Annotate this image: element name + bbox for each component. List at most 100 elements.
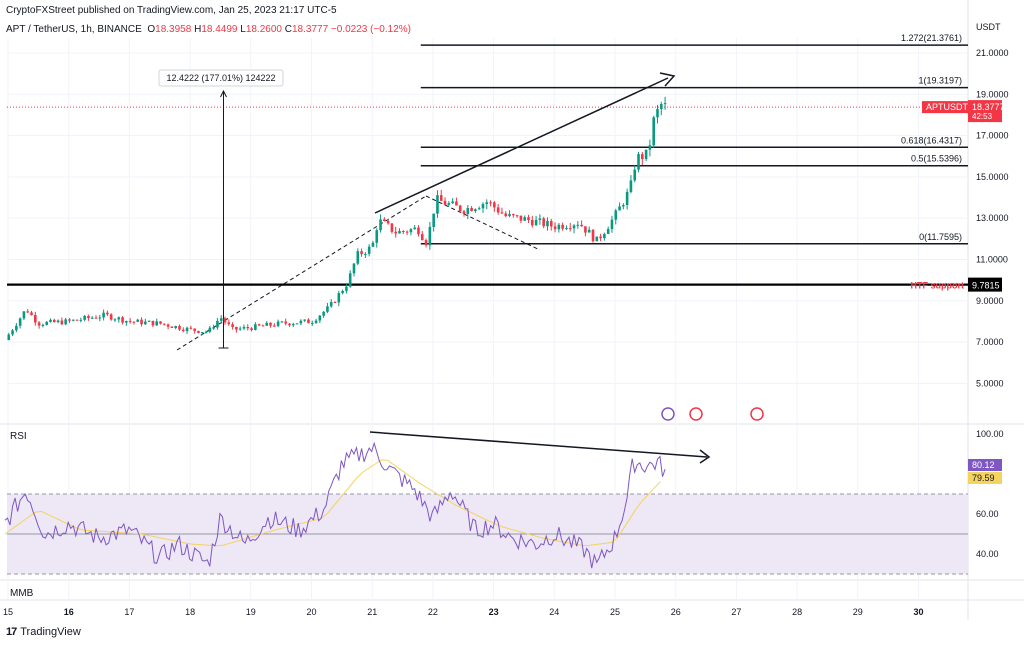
rsi-pane-title[interactable]: RSI [10, 431, 27, 442]
current-price-value: 18.3777 [972, 102, 1005, 112]
candle-body [87, 316, 90, 319]
candle-body [542, 218, 545, 227]
candle-body [18, 318, 22, 326]
candle-body [591, 229, 595, 242]
candle-body [318, 315, 322, 321]
candle-body [250, 328, 253, 330]
candle-body [360, 251, 363, 255]
candle-body [546, 220, 549, 227]
tradingview-label: TradingView [20, 626, 81, 638]
candle-body [341, 290, 344, 294]
event-icon [661, 407, 675, 421]
candle-body [622, 205, 625, 207]
candle-body [455, 201, 458, 206]
candle-body [356, 251, 360, 264]
candle-body [223, 318, 227, 323]
candle-body [644, 149, 648, 160]
candle-body [166, 324, 170, 327]
candle-body [375, 230, 379, 243]
candle-body [26, 311, 30, 313]
candle-body [212, 327, 215, 329]
low-value: 18.2600 [245, 24, 282, 35]
candle-body [144, 321, 147, 325]
candle-body [34, 314, 37, 323]
candle-body [276, 321, 280, 326]
candle-body [618, 206, 621, 211]
candle-body [200, 332, 204, 334]
candle-body [98, 317, 102, 319]
candle-body [314, 320, 318, 323]
candle-body [121, 317, 124, 323]
date-tick-label: 27 [731, 607, 741, 617]
candle-body [208, 327, 212, 332]
candle-body [519, 215, 523, 221]
candle-body [587, 229, 591, 233]
candle-body [515, 215, 519, 217]
candle-body [102, 312, 105, 318]
mmb-pane-title[interactable]: MMB [10, 588, 34, 599]
high-value: 18.4499 [201, 24, 238, 35]
candle-body [561, 224, 564, 229]
candle-body [246, 326, 250, 329]
candle-body [489, 202, 492, 204]
candle-body [390, 223, 394, 232]
candle-body [652, 117, 655, 146]
candle-body [394, 231, 398, 234]
trend-arrow-line [374, 77, 669, 214]
candle-body [329, 302, 333, 307]
open-value: 18.3958 [155, 24, 192, 35]
symbol-label[interactable]: APT / TetherUS, 1h, BINANCE [6, 24, 142, 35]
candle-body [83, 316, 86, 320]
date-tick-label: 28 [792, 607, 802, 617]
candle-body [599, 236, 602, 239]
candle-body [413, 227, 416, 230]
trend-arrow-head [659, 72, 676, 87]
rsi-tick-label: 60.00 [976, 509, 999, 519]
htf-support-value: 9.7815 [972, 281, 1000, 291]
candle-body [94, 317, 98, 319]
candle-body [299, 320, 303, 324]
candle-body [584, 226, 587, 233]
rsi-value: 80.12 [972, 460, 995, 470]
tradingview-brand: 17 TradingView [6, 626, 81, 638]
candle-body [197, 330, 200, 333]
candle-body [432, 213, 435, 227]
candle-body [295, 323, 299, 325]
candle-body [614, 210, 618, 220]
measure-arrow-head [220, 89, 227, 98]
candle-body [500, 212, 504, 214]
candle-body [117, 317, 121, 320]
price-tick-label: 5.0000 [976, 378, 1004, 388]
candle-body [333, 302, 337, 304]
date-tick-label: 15 [3, 607, 13, 617]
candle-body [568, 228, 572, 230]
date-tick-label: 17 [124, 607, 134, 617]
candle-body [512, 214, 515, 216]
candle-body [71, 319, 75, 321]
candle-body [90, 317, 94, 319]
fib-level-label: 1.272(21.3761) [901, 33, 962, 43]
candle-body [326, 306, 329, 312]
candle-body [132, 321, 136, 323]
candle-body [280, 321, 284, 323]
symbol-ohlc-line: APT / TetherUS, 1h, BINANCE O18.3958 H18… [6, 24, 411, 35]
tradingview-logo: 17 [6, 626, 17, 638]
candle-body [436, 195, 439, 214]
open-label: O [147, 24, 156, 35]
candle-body [204, 331, 208, 333]
price-tick-label: 19.0000 [976, 89, 1009, 99]
rsi-divergence-arrow [699, 449, 711, 464]
candle-body [648, 145, 652, 150]
date-tick-label: 24 [549, 607, 559, 617]
candle-body [420, 234, 424, 241]
candle-body [451, 201, 454, 204]
currency-label: USDT [976, 22, 1001, 32]
rsi-ma-value: 79.59 [972, 473, 995, 483]
candle-body [231, 324, 234, 327]
candle-body [580, 224, 583, 227]
measure-label-box [158, 69, 284, 87]
candle-body [656, 109, 659, 118]
candle-body [185, 327, 189, 331]
candle-body [496, 207, 500, 213]
